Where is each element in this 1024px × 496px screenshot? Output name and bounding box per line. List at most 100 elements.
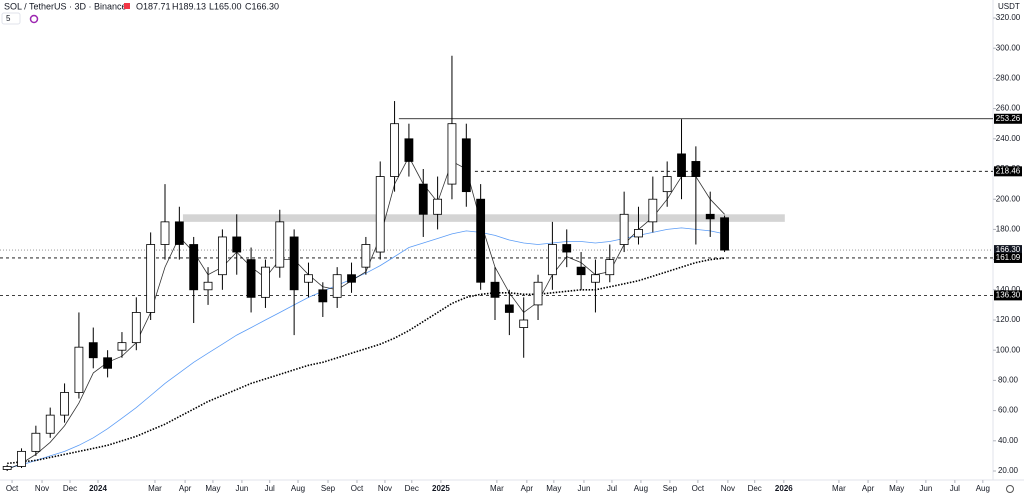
x-tick-label: 2025 bbox=[432, 484, 450, 493]
x-tick-label: May bbox=[205, 484, 220, 493]
candle-body bbox=[217, 236, 227, 276]
y-tick-label: 80.00 bbox=[998, 376, 1019, 385]
level-label-bg bbox=[994, 166, 1022, 177]
x-tick-label: Jun bbox=[919, 484, 932, 493]
candle-body bbox=[174, 221, 184, 245]
candle-body bbox=[562, 244, 572, 253]
candle-body bbox=[375, 176, 385, 253]
candle-body bbox=[246, 259, 256, 298]
candle-body bbox=[189, 244, 199, 291]
indicator-toggle[interactable] bbox=[1, 12, 21, 25]
candle-body bbox=[275, 221, 285, 268]
x-tick-label: Apr bbox=[179, 484, 192, 493]
y-tick-label: 180.00 bbox=[996, 225, 1021, 234]
header-bg bbox=[2, 1, 342, 13]
indicator-icon[interactable] bbox=[29, 14, 39, 24]
candle-body bbox=[289, 236, 299, 291]
x-tick-label: Nov bbox=[35, 484, 49, 493]
x-tick-label: Aug bbox=[291, 484, 305, 493]
candle-body bbox=[60, 392, 69, 416]
candle-body bbox=[476, 198, 486, 283]
ohlc-open: O187.71 bbox=[136, 1, 171, 11]
level-label: 166.30 bbox=[996, 245, 1021, 254]
candle-body bbox=[318, 289, 328, 303]
x-tick-label: May bbox=[889, 484, 904, 493]
moving-average bbox=[7, 257, 725, 465]
candle-body bbox=[447, 123, 457, 185]
level-label: 218.46 bbox=[996, 166, 1021, 175]
indicator-count: 5 bbox=[6, 14, 11, 23]
y-tick-label: 300.00 bbox=[996, 43, 1021, 52]
candle-body bbox=[533, 281, 543, 306]
x-tick-label: Oct bbox=[351, 484, 364, 493]
y-tick-label: 260.00 bbox=[996, 104, 1021, 113]
candle-body bbox=[17, 450, 26, 467]
candle-body bbox=[591, 274, 600, 283]
level-label-bg bbox=[994, 245, 1022, 256]
candle-body bbox=[605, 259, 615, 276]
candle-body bbox=[433, 198, 443, 215]
x-tick-label: Nov bbox=[721, 484, 735, 493]
candle-body bbox=[31, 432, 41, 452]
candle-body bbox=[2, 466, 12, 470]
x-tick-label: Mar bbox=[832, 484, 846, 493]
x-tick-label: Nov bbox=[378, 484, 392, 493]
x-tick-label: 2026 bbox=[775, 484, 793, 493]
candle-body bbox=[88, 342, 98, 359]
ohlc-close: C166.30 bbox=[245, 1, 279, 11]
candle-body bbox=[648, 198, 658, 223]
candle-body bbox=[74, 346, 84, 393]
candle-body bbox=[634, 228, 643, 238]
x-tick-label: Jul bbox=[265, 484, 275, 493]
candle-body bbox=[519, 319, 529, 328]
candle-body bbox=[461, 138, 471, 193]
x-tick-label: Apr bbox=[521, 484, 534, 493]
candle-body bbox=[418, 183, 428, 215]
level-label-bg bbox=[994, 252, 1022, 263]
candle-body bbox=[131, 312, 141, 344]
candle-body bbox=[304, 274, 313, 283]
x-tick-label: Sep bbox=[663, 484, 678, 493]
candle-body bbox=[332, 274, 342, 298]
x-tick-label: Oct bbox=[6, 484, 19, 493]
y-tick-label: 140.00 bbox=[996, 285, 1021, 294]
candle-body bbox=[490, 281, 500, 298]
x-tick-label: Oct bbox=[692, 484, 705, 493]
candle-body bbox=[160, 221, 170, 245]
y-tick-label: 20.00 bbox=[998, 466, 1019, 475]
currency[interactable]: USDT bbox=[998, 2, 1020, 11]
candle-body bbox=[720, 217, 729, 251]
level-label-bg bbox=[994, 113, 1022, 124]
x-tick-label: Mar bbox=[490, 484, 504, 493]
candle-body bbox=[677, 153, 686, 177]
x-tick-label: Aug bbox=[976, 484, 990, 493]
x-tick-label: May bbox=[546, 484, 561, 493]
status-icon bbox=[124, 3, 130, 9]
x-tick-label: Mar bbox=[148, 484, 162, 493]
settings-icon[interactable] bbox=[1006, 485, 1014, 493]
x-tick-label: Dec bbox=[63, 484, 77, 493]
x-tick-label: Jun bbox=[578, 484, 591, 493]
y-tick-label: 200.00 bbox=[996, 194, 1021, 203]
x-tick-label: Dec bbox=[405, 484, 419, 493]
x-tick-label: Apr bbox=[862, 484, 875, 493]
candle-body bbox=[45, 414, 55, 434]
x-tick-label: Jun bbox=[235, 484, 248, 493]
y-tick-label: 120.00 bbox=[996, 315, 1021, 324]
y-tick-label: 60.00 bbox=[998, 406, 1019, 415]
candle-body bbox=[232, 236, 242, 253]
candle-body bbox=[662, 176, 672, 193]
candle-body bbox=[261, 266, 270, 298]
candle-body bbox=[347, 274, 356, 283]
candle-body bbox=[547, 244, 557, 276]
candle-body bbox=[705, 213, 715, 220]
candle-body bbox=[146, 244, 156, 313]
level-label: 161.09 bbox=[996, 253, 1021, 262]
y-tick-label: 280.00 bbox=[996, 74, 1021, 83]
y-tick-label: 240.00 bbox=[996, 134, 1021, 143]
candle-body bbox=[404, 138, 414, 162]
level-label-bg bbox=[994, 290, 1022, 301]
candle-body bbox=[504, 304, 514, 313]
y-tick-label: 40.00 bbox=[998, 436, 1019, 445]
